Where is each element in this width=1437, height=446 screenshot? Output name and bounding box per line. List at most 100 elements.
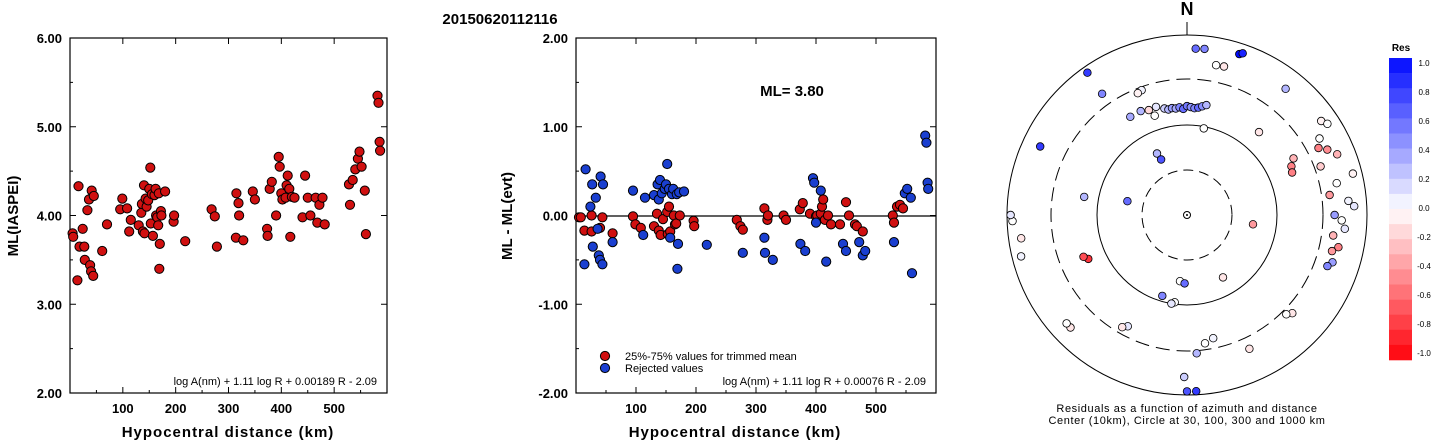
ml-residual-point-s1 (607, 237, 618, 248)
ml-residual-point-s0 (762, 210, 774, 221)
polar-station-point (1151, 102, 1161, 112)
polar-station-point (1334, 242, 1343, 252)
colorbar-cell (1389, 224, 1412, 240)
ml-residual-point-s0 (674, 210, 685, 221)
ml-residual-point-s1 (672, 238, 684, 249)
colorbar-cell (1389, 254, 1412, 270)
ml-iaspei-point-s0 (354, 146, 365, 157)
polar-station-point (1200, 44, 1209, 54)
ml-iaspei-point-s0 (317, 192, 328, 203)
colorbar-cell (1389, 118, 1412, 134)
ml-iaspei-xtick-label: 100 (112, 401, 134, 416)
page-title: 20150620112116 (442, 11, 557, 28)
ml-residual-point-s1 (860, 245, 871, 257)
ml-iaspei-point-s0 (262, 230, 273, 241)
ml-iaspei-point-s0 (211, 241, 222, 252)
ml-residual-ticks: 100 200 300 400 500 -2.00 -1.00 0.00 1.00 2.00 (538, 31, 936, 416)
ml-iaspei-point-s0 (209, 211, 220, 222)
ml-residual-points (573, 130, 934, 279)
polar-station-point (1016, 252, 1026, 261)
ml-iaspei-points (67, 90, 386, 286)
ml-residual-point-s0 (737, 224, 748, 235)
ml-residual-point-s1 (921, 137, 932, 148)
polar-station-point (1328, 231, 1338, 240)
ml-iaspei-ylabel: ML(IASPEI) (5, 176, 22, 257)
ml-residual-ytick-label: -2.00 (538, 386, 568, 401)
colorbar-label: 0.2 (1418, 175, 1430, 184)
ml-iaspei-point-s0 (101, 219, 113, 230)
ml-iaspei-xlabel: Hypocentral distance (km) (122, 424, 335, 441)
ml-iaspei-point-s0 (360, 229, 371, 240)
ml-iaspei-point-s0 (356, 161, 367, 172)
ml-iaspei-point-s0 (359, 185, 370, 196)
polar-station-point (1315, 134, 1324, 143)
polar-station-point (1079, 252, 1088, 261)
colorbar-cell (1389, 344, 1412, 361)
colorbar-cell (1389, 299, 1412, 315)
ml-iaspei-point-s0 (274, 161, 285, 172)
polar-station-point (1316, 162, 1325, 171)
colorbar-cell (1389, 133, 1412, 149)
polar-station-point (1182, 387, 1192, 396)
ml-residual-xtick-label: 100 (625, 401, 647, 416)
north-label: N (1181, 0, 1194, 19)
ring-300km (1050, 78, 1324, 352)
ml-iaspei-point-s0 (249, 194, 260, 205)
ml-residual-point-s0 (586, 210, 597, 221)
ml-residual-point-s1 (597, 179, 609, 190)
ml-iaspei-point-s0 (233, 198, 244, 209)
ml-residual-point-s1 (580, 164, 591, 175)
colorbar-label: 0.8 (1418, 88, 1430, 97)
ml-iaspei-point-s0 (300, 170, 311, 181)
colorbar-label: -1.0 (1417, 349, 1431, 358)
colorbar-label: -0.4 (1417, 262, 1431, 271)
ml-iaspei-plot-frame (69, 37, 388, 394)
polar-station-point (1117, 323, 1127, 332)
colorbar-cell (1389, 148, 1412, 164)
colorbar-cell (1389, 284, 1412, 300)
polar-station-point (1180, 279, 1189, 288)
ml-iaspei-point-s0 (169, 210, 180, 221)
ml-value-annotation: ML= 3.80 (760, 83, 824, 100)
ml-iaspei-point-s0 (124, 226, 135, 237)
ml-residual-ytick-label: 1.00 (543, 120, 568, 135)
polar-station-point (1200, 339, 1210, 348)
ml-iaspei-point-s0 (238, 235, 249, 246)
ml-residual-point-s0 (857, 226, 868, 237)
ml-residual-point-s0 (689, 221, 700, 232)
colorbar-labels: 1.0 0.8 0.6 0.4 0.2 0.0 -0.2 -0.4 -0.6 -0.8 -1.0 (1417, 59, 1431, 358)
colorbar-cell (1389, 239, 1412, 255)
ml-iaspei-chart: 100 200 300 400 500 2.00 3.00 4.00 5.00 6.00 ML(I… (5, 31, 388, 441)
polar-station-point (1083, 68, 1092, 77)
polar-station-point (1179, 372, 1189, 382)
ml-residual-point-s1 (759, 247, 771, 258)
ml-iaspei-point-s0 (145, 162, 156, 173)
ml-iaspei-point-s0 (72, 275, 83, 286)
polar-station-point (1323, 145, 1332, 154)
ml-iaspei-point-s0 (282, 170, 293, 181)
polar-station-point (1144, 105, 1153, 115)
ml-iaspei-ytick-label: 4.00 (37, 209, 62, 224)
azimuth-residual-plot: N Residuals as a function of azimuth and… (1006, 0, 1368, 427)
ml-iaspei-point-s0 (285, 231, 296, 242)
colorbar-cells (1389, 58, 1412, 361)
ml-residual-point-s0 (575, 212, 586, 223)
colorbar-cell (1389, 209, 1412, 225)
ml-iaspei-xtick-label: 300 (218, 401, 240, 416)
polar-station-point (1289, 154, 1298, 163)
polar-station-point (1254, 127, 1264, 137)
ring-100km (1096, 124, 1278, 306)
colorbar-cell (1389, 103, 1412, 119)
ml-residual-point-s1 (821, 256, 832, 267)
polar-station-point (1006, 210, 1015, 220)
colorbar-label: -0.8 (1417, 320, 1431, 329)
colorbar-cell (1389, 88, 1412, 104)
colorbar-label: 0.4 (1418, 146, 1430, 155)
residual-colorbar: Res 1.0 0.8 0.6 0.4 0.2 0.0 -0.2 -0.4 -0.6 -0.8 -1… (1389, 43, 1431, 361)
colorbar-label: 1.0 (1418, 59, 1430, 68)
ml-iaspei-formula: log A(nm) + 1.11 log R + 0.00189 R - 2.0… (174, 376, 377, 388)
ml-residual-point-s1 (902, 183, 913, 194)
ml-residual-point-s1 (923, 183, 934, 194)
polar-station-point (1208, 334, 1218, 343)
ml-residual-point-s1 (767, 254, 778, 265)
